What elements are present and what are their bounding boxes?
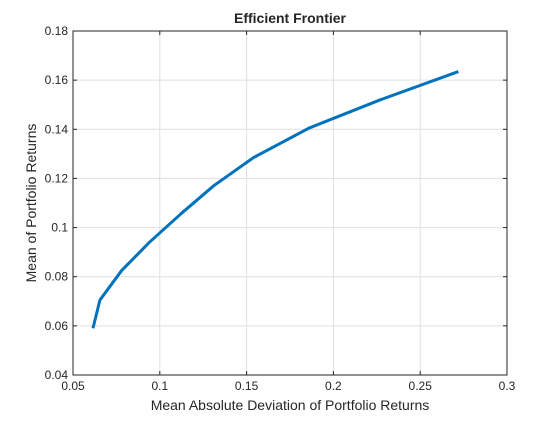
y-tick-label: 0.04	[45, 368, 69, 382]
x-tick-label: 0.3	[499, 379, 516, 393]
y-axis-label: Mean of Portfolio Returns	[23, 124, 39, 283]
x-tick-label: 0.15	[235, 379, 259, 393]
x-tick-label: 0.05	[61, 379, 85, 393]
y-tick-label: 0.12	[45, 171, 69, 185]
x-tick-label: 0.2	[325, 379, 342, 393]
y-tick-label: 0.16	[45, 73, 69, 87]
plot-area-frame	[72, 30, 508, 376]
y-tick-label: 0.14	[45, 122, 69, 136]
x-tick-label: 0.25	[409, 379, 433, 393]
efficient-frontier-line	[91, 70, 459, 329]
ticks: 0.05 0.1 0.15 0.2 0.25 0.3 0.04 0.06 0.08 0.1 0.12…	[45, 24, 516, 393]
y-tick-label: 0.18	[45, 24, 69, 38]
grid	[72, 30, 508, 376]
series-layer	[91, 70, 459, 329]
y-tick-label: 0.1	[51, 221, 68, 235]
x-axis-label: Mean Absolute Deviation of Portfolio Ret…	[151, 397, 430, 413]
y-tick-label: 0.08	[45, 270, 69, 284]
chart-title: Efficient Frontier	[234, 10, 347, 26]
x-tick-label: 0.1	[151, 379, 168, 393]
y-tick-label: 0.06	[45, 319, 69, 333]
